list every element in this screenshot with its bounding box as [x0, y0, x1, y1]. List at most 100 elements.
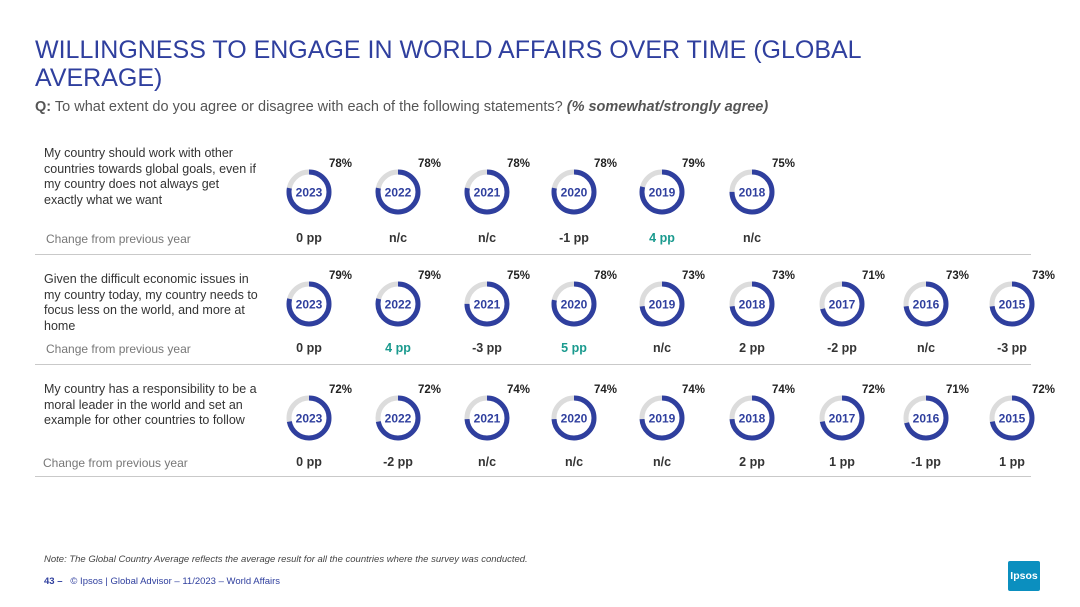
change-value: -3 pp [997, 341, 1027, 355]
year-label: 2018 [739, 412, 766, 426]
value-label: 72% [862, 384, 886, 396]
year-label: 2017 [829, 298, 856, 312]
donut-ring: 2019 [639, 395, 685, 441]
row-divider [35, 476, 1031, 477]
donut-ring: 2018 [729, 395, 775, 441]
change-value: n/c [564, 455, 584, 469]
donut-ring: 2017 [819, 281, 865, 327]
donut-arc [639, 281, 685, 327]
year-label: 2019 [649, 412, 676, 426]
donut-arc [819, 395, 865, 441]
change-value: 5 pp [561, 341, 587, 355]
donut-arc [989, 281, 1035, 327]
footer: 43 – © Ipsos | Global Advisor – 11/2023 … [44, 576, 280, 587]
value-label: 74% [594, 384, 618, 396]
change-value: -1 pp [559, 231, 589, 245]
value-label: 74% [772, 384, 796, 396]
question-note: (% somewhat/strongly agree) [566, 99, 769, 115]
donut-arc [464, 395, 510, 441]
donut-arc [464, 281, 510, 327]
change-value: n/c [916, 341, 936, 355]
year-label: 2018 [739, 298, 766, 312]
donut-arc [819, 281, 865, 327]
statement-text: My country should work with other countr… [44, 146, 256, 207]
donut-arc [286, 395, 332, 441]
year-label: 2016 [913, 298, 940, 312]
value-label: 73% [682, 270, 706, 282]
donut-ring: 2019 [639, 281, 685, 327]
year-label: 2018 [739, 186, 766, 200]
value-label: 79% [418, 270, 442, 282]
year-label: 2021 [474, 412, 501, 426]
year-label: 2022 [385, 412, 412, 426]
donut-ring: 2021 [464, 281, 510, 327]
change-label: Change from previous year [46, 232, 191, 246]
survey-question: Q: To what extent do you agree or disagr… [35, 99, 768, 115]
donut-arc [286, 281, 332, 327]
value-label: 78% [594, 158, 618, 170]
value-label: 78% [418, 158, 442, 170]
value-label: 73% [772, 270, 796, 282]
donut-ring: 2020 [551, 395, 597, 441]
change-label: Change from previous year [43, 456, 188, 470]
donut-arc [375, 395, 421, 441]
change-value: -1 pp [911, 455, 941, 469]
page-title: WILLINGNESS TO ENGAGE IN WORLD AFFAIRS O… [35, 36, 861, 92]
year-label: 2022 [385, 298, 412, 312]
change-value: -3 pp [472, 341, 502, 355]
value-label: 73% [946, 270, 970, 282]
change-value: 0 pp [296, 341, 322, 355]
change-value: 4 pp [385, 341, 411, 355]
donut-ring: 2023 [286, 395, 332, 441]
year-label: 2015 [999, 298, 1026, 312]
donut-ring: 2016 [903, 281, 949, 327]
donut-arc [729, 395, 775, 441]
donut-ring: 2022 [375, 281, 421, 327]
donut-arc [729, 169, 775, 215]
donut-arc [286, 169, 332, 215]
donut-ring: 2020 [551, 169, 597, 215]
donut-arc [639, 395, 685, 441]
donut-arc [903, 395, 949, 441]
question-prefix: Q: [35, 99, 52, 115]
donut-ring: 2021 [464, 169, 510, 215]
donut-ring: 2023 [286, 281, 332, 327]
change-value: -2 pp [383, 455, 413, 469]
donut-ring: 2023 [286, 169, 332, 215]
value-label: 78% [329, 158, 353, 170]
value-label: 78% [594, 270, 618, 282]
change-value: n/c [388, 231, 408, 245]
donut-ring: 2021 [464, 395, 510, 441]
value-label: 79% [329, 270, 353, 282]
donut-ring: 2017 [819, 395, 865, 441]
year-label: 2023 [296, 298, 323, 312]
donut-arc [551, 169, 597, 215]
change-value: 0 pp [296, 455, 322, 469]
year-label: 2020 [561, 186, 588, 200]
question-text: To what extent do you agree or disagree … [54, 99, 563, 115]
value-label: 75% [507, 270, 531, 282]
row-divider [35, 254, 1031, 255]
footnote: Note: The Global Country Average reflect… [44, 554, 528, 565]
donut-ring: 2022 [375, 395, 421, 441]
year-label: 2020 [561, 412, 588, 426]
year-label: 2021 [474, 186, 501, 200]
row-divider [35, 364, 1031, 365]
donut-ring: 2016 [903, 395, 949, 441]
year-label: 2023 [296, 186, 323, 200]
year-label: 2023 [296, 412, 323, 426]
change-value: -2 pp [827, 341, 857, 355]
value-label: 72% [1032, 384, 1056, 396]
year-label: 2019 [649, 298, 676, 312]
donut-ring: 2015 [989, 281, 1035, 327]
donut-ring: 2018 [729, 281, 775, 327]
change-label: Change from previous year [46, 342, 191, 356]
change-value: n/c [477, 231, 497, 245]
value-label: 71% [946, 384, 970, 396]
footer-credit: © Ipsos | Global Advisor – 11/2023 – Wor… [70, 576, 281, 587]
change-value: 2 pp [739, 341, 765, 355]
change-value: n/c [652, 455, 672, 469]
donut-arc [375, 281, 421, 327]
year-label: 2015 [999, 412, 1026, 426]
year-label: 2017 [829, 412, 856, 426]
